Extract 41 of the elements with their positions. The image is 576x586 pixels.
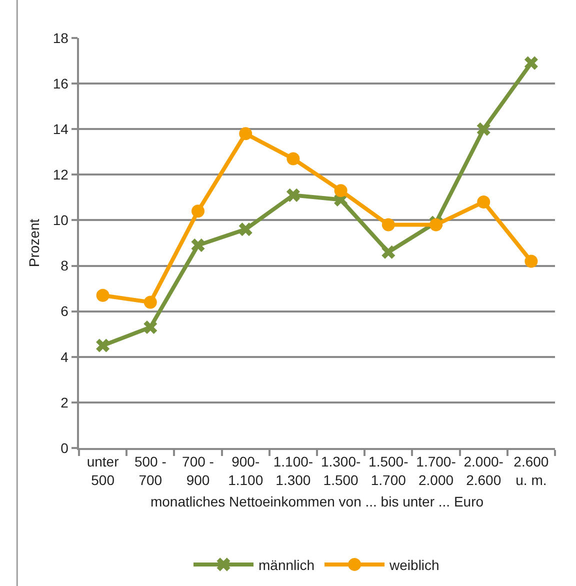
point bbox=[239, 127, 252, 140]
y-tick-label: 8 bbox=[60, 258, 69, 274]
legend-label: weiblich bbox=[388, 556, 440, 573]
y-axis-title: Prozent bbox=[26, 218, 42, 268]
x-tick-label: 1.700- 2.000 bbox=[416, 454, 456, 488]
point bbox=[96, 288, 110, 302]
y-tick-label: 12 bbox=[52, 166, 69, 183]
x-axis-title: monatliches Nettoeinkommen von ... bis unter ... Euro bbox=[150, 494, 484, 510]
point bbox=[191, 238, 205, 252]
point bbox=[192, 204, 204, 218]
point bbox=[144, 296, 157, 309]
y-tick-label: 16 bbox=[52, 75, 69, 92]
y-tick-label: 4 bbox=[60, 348, 69, 365]
point bbox=[430, 218, 442, 232]
y-tick-label: 14 bbox=[52, 121, 69, 138]
point bbox=[144, 320, 158, 334]
x-tick-label: unter 500 bbox=[86, 454, 120, 488]
x-tick-label: 700 - 900 bbox=[182, 454, 214, 488]
point bbox=[96, 338, 110, 352]
legend-label: männlich bbox=[258, 556, 315, 573]
point bbox=[524, 254, 538, 268]
x-tick-label: 1.100- 1.300 bbox=[273, 454, 314, 488]
point bbox=[524, 56, 538, 70]
x-tick-label: 1.300- 1.500 bbox=[320, 454, 361, 488]
x-tick-label: 2.600 u. m. bbox=[514, 454, 549, 488]
x-tick-label: 900- 1.100 bbox=[228, 454, 264, 488]
x-tick-label: 1.500- 1.700 bbox=[368, 454, 409, 488]
y-tick-label: 18 bbox=[52, 30, 69, 46]
point bbox=[286, 152, 300, 166]
point bbox=[286, 188, 300, 202]
y-tick-label: 10 bbox=[52, 212, 69, 228]
point bbox=[238, 222, 252, 236]
x-tick-label: 2.000- 2.600 bbox=[464, 454, 504, 488]
y-tick-label: 2 bbox=[60, 394, 69, 410]
point bbox=[476, 122, 490, 136]
y-tick-label: 6 bbox=[60, 303, 69, 320]
y-tick-label: 0 bbox=[60, 440, 69, 456]
point bbox=[382, 245, 396, 259]
point bbox=[334, 184, 348, 198]
point bbox=[477, 196, 490, 208]
point bbox=[382, 218, 395, 232]
